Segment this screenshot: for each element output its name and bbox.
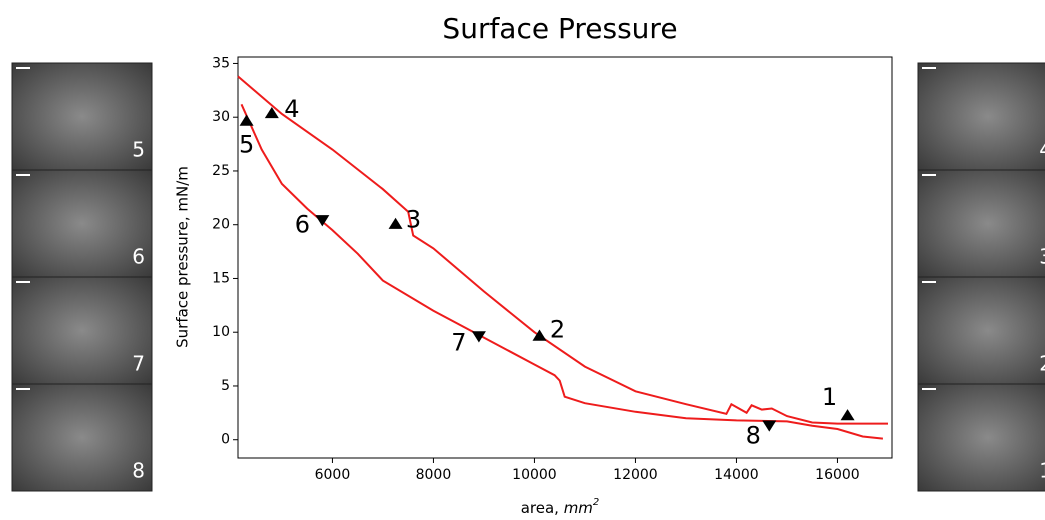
marker [315, 215, 330, 227]
x-tick-label: 14000 [714, 467, 759, 483]
marker [532, 329, 547, 341]
image-label: 4 [1039, 138, 1045, 162]
image-label: 3 [1039, 245, 1045, 269]
marker-label: 3 [406, 206, 421, 234]
marker [840, 409, 855, 421]
y-tick-label: 20 [212, 217, 230, 233]
marker [239, 114, 254, 126]
image-label: 6 [132, 245, 145, 269]
y-tick-label: 35 [212, 55, 230, 71]
marker-label: 1 [822, 383, 837, 411]
microscope-image [917, 169, 1045, 278]
marker [762, 420, 777, 432]
microscope-image [917, 62, 1045, 171]
image-label: 1 [1039, 459, 1045, 483]
marker-label: 6 [295, 210, 310, 238]
marker [388, 217, 403, 229]
x-tick-label: 6000 [315, 467, 351, 483]
marker-label: 4 [284, 95, 299, 123]
microscope-image [11, 62, 153, 171]
y-tick-label: 15 [212, 270, 230, 286]
marker-label: 7 [451, 328, 466, 356]
x-axis-label: area, mm2 [521, 497, 600, 517]
marker [264, 106, 279, 119]
y-tick-label: 10 [212, 324, 230, 340]
y-tick-label: 25 [212, 163, 230, 179]
y-tick-label: 5 [221, 378, 230, 394]
y-tick-label: 30 [212, 109, 230, 125]
marker-label: 2 [550, 316, 565, 344]
microscope-image [917, 383, 1045, 492]
microscope-image [11, 383, 153, 492]
image-label: 2 [1039, 352, 1045, 376]
microscope-image [917, 276, 1045, 385]
image-label: 5 [132, 138, 145, 162]
x-tick-label: 16000 [815, 467, 860, 483]
image-label: 7 [132, 352, 145, 376]
marker-label: 5 [239, 131, 254, 159]
microscope-image [11, 276, 153, 385]
x-tick-label: 12000 [613, 467, 658, 483]
y-axis-label: Surface pressure, mN/m [174, 166, 192, 348]
pressure-curve [237, 75, 888, 425]
marker-label: 8 [746, 422, 761, 450]
plot-frame [237, 56, 893, 459]
image-label: 8 [132, 459, 145, 483]
chart-title: Surface Pressure [442, 12, 677, 45]
x-tick-label: 8000 [416, 467, 452, 483]
y-tick-label: 0 [221, 432, 230, 448]
marker [471, 331, 486, 343]
x-tick-label: 10000 [512, 467, 557, 483]
microscope-image [11, 169, 153, 278]
